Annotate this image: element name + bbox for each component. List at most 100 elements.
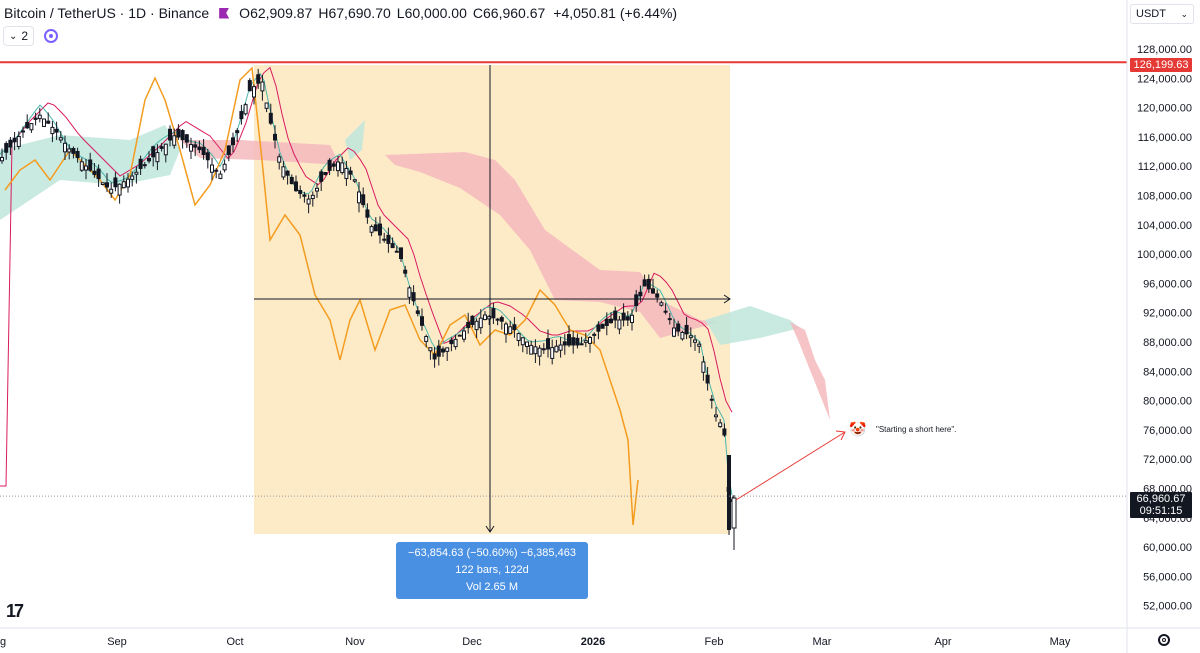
y-tick-label: 116,000.00 <box>1138 132 1192 144</box>
candle-body <box>63 142 67 153</box>
y-tick-label: 104,000.00 <box>1137 220 1192 232</box>
candle-body <box>16 136 21 147</box>
y-tick-label: 100,000.00 <box>1137 249 1192 261</box>
candle-body <box>348 170 353 175</box>
flag-icon[interactable] <box>219 7 230 19</box>
measure-arrow-down <box>485 525 495 533</box>
y-tick-label: 124,000.00 <box>1137 73 1192 85</box>
candle-body <box>323 171 328 176</box>
symbol-header: Bitcoin / TetherUS · 1D · Binance O 62,90… <box>4 5 677 21</box>
y-tick-label: 108,000.00 <box>1137 191 1192 203</box>
candle-body <box>88 159 93 171</box>
y-tick-label: 88,000.00 <box>1143 337 1192 349</box>
candle-body <box>96 168 101 180</box>
candle-body <box>462 330 466 340</box>
candle-body <box>260 81 265 92</box>
measure-bars: 122 bars, 122d <box>455 564 529 576</box>
high-value: 67,690.70 <box>328 5 391 21</box>
candle-body <box>58 137 63 141</box>
y-tick-label: 84,000.00 <box>1143 366 1192 378</box>
candle-body <box>651 288 655 294</box>
annotation-text[interactable]: "Starting a short here". <box>876 425 957 434</box>
candle-body <box>361 194 366 206</box>
candle-body <box>441 348 445 353</box>
candle-body <box>344 168 349 180</box>
candle-body <box>449 339 454 345</box>
base-line <box>0 66 733 487</box>
y-tick-label: 56,000.00 <box>1143 571 1192 583</box>
candle-body <box>189 144 193 152</box>
candle-body <box>571 337 576 346</box>
open-label: O <box>239 5 251 21</box>
x-tick-label: May <box>1050 636 1071 648</box>
candle-body <box>285 170 290 176</box>
candle-body <box>504 323 508 335</box>
candle-body <box>67 148 72 153</box>
candle-body <box>29 123 34 131</box>
cloud-bull-1 <box>0 125 180 220</box>
tradingview-logo[interactable]: 17 <box>6 601 24 621</box>
candle-body <box>663 310 668 313</box>
candle-body <box>634 294 639 307</box>
gear-icon[interactable] <box>1158 634 1170 646</box>
cloud-bull-2 <box>345 120 365 160</box>
candle-body <box>210 164 214 173</box>
cloud-bear-1 <box>180 140 340 165</box>
symbol-title[interactable]: Bitcoin / TetherUS · 1D · Binance <box>4 5 210 21</box>
candle-body <box>583 340 588 343</box>
y-tick-label: 92,000.00 <box>1143 308 1192 320</box>
candle-body <box>407 287 412 298</box>
y-tick-label: 120,000.00 <box>1137 103 1192 115</box>
candle-body <box>403 269 408 274</box>
countdown-label: 09:51:15 <box>1130 505 1192 518</box>
candle-body <box>214 169 219 172</box>
candle-body <box>243 104 248 115</box>
candle-body <box>445 347 450 352</box>
candle-body <box>483 314 487 321</box>
candle-body <box>722 428 727 436</box>
candle-body <box>315 187 319 192</box>
x-tick-label: Oct <box>226 636 243 648</box>
candle-body <box>201 146 206 155</box>
resistance-price-label: 126,199.63 <box>1130 58 1192 72</box>
candle-body <box>541 348 546 351</box>
candle-body <box>659 302 664 306</box>
low-value: 60,000.00 <box>404 5 467 21</box>
candle-body <box>508 326 513 334</box>
candle-body <box>688 335 693 339</box>
y-tick-label: 76,000.00 <box>1143 425 1192 437</box>
candle-body <box>352 179 357 182</box>
candle-body <box>117 183 122 196</box>
x-tick-label: Mar <box>813 636 832 648</box>
candle-body <box>399 247 403 259</box>
candle-body <box>306 198 311 205</box>
candle-body <box>12 137 17 143</box>
candle-body <box>256 74 261 84</box>
collapse-indicators-button[interactable]: ⌄ 2 <box>3 26 35 46</box>
candle-body <box>33 117 38 120</box>
chevron-down-icon: ⌄ <box>1180 8 1188 19</box>
currency-select[interactable]: USDT ⌄ <box>1130 4 1194 24</box>
clown-face-icon: 🤡 <box>849 421 867 437</box>
candle-body <box>554 345 559 353</box>
x-tick-label: Sep <box>107 636 127 648</box>
candle-body <box>121 181 126 189</box>
close-value: 66,960.67 <box>483 5 546 21</box>
candle-body <box>604 318 609 326</box>
candle-body <box>319 171 324 182</box>
candle-body <box>731 497 737 529</box>
candle-body <box>550 347 555 359</box>
refresh-icon[interactable] <box>44 29 59 43</box>
candle-body <box>373 224 378 232</box>
change-value: +4,050.81 (+6.44%) <box>553 5 678 21</box>
y-tick-label: 60,000.00 <box>1143 542 1192 554</box>
indicator-controls: ⌄ 2 <box>3 26 59 46</box>
candle-body <box>470 315 475 325</box>
candle-body <box>588 337 592 344</box>
candle-body <box>625 316 630 321</box>
candle-body <box>25 121 30 129</box>
candle-body <box>147 158 151 162</box>
candle-body <box>8 139 13 148</box>
last-price-label: 66,960.67 <box>1130 492 1192 506</box>
